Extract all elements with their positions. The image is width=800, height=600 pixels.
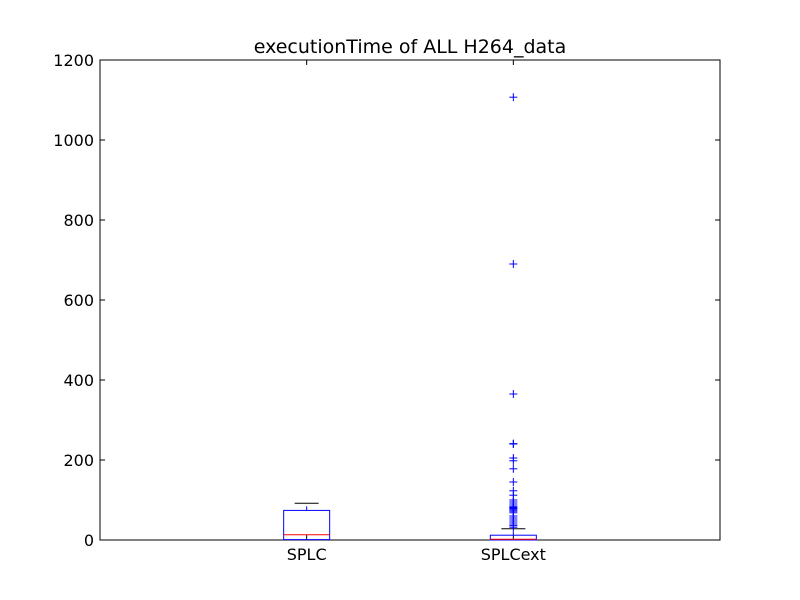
y-tick-label: 0 [84,531,94,550]
flier-point [509,478,518,486]
x-tick-label: SPLC [287,545,327,564]
iqr-box [489,534,537,541]
y-tick-label: 400 [63,371,94,390]
y-tick-label: 1000 [53,131,94,150]
flier-point [509,440,518,448]
y-axis: 0 200 400 600 800 1000 1200 [53,51,720,550]
plot-frame [99,59,721,541]
flier-point [509,464,518,473]
y-tick-label: 800 [63,211,94,230]
chart-title: executionTime of ALL H264_data [254,36,567,58]
box-splc [283,502,331,541]
box-splcext [489,93,537,541]
y-tick-label: 200 [63,451,94,470]
flier-point [509,260,518,268]
flier-point [509,523,518,532]
flier-point [509,456,518,465]
flier-point [509,390,518,398]
y-tick-label: 1200 [53,51,94,70]
flier-point [509,93,518,102]
x-axis: SPLC SPLCext [287,60,546,564]
y-tick-label: 600 [63,291,94,310]
iqr-box [283,509,331,541]
x-tick-label: SPLCext [481,545,546,564]
box-series [283,93,537,541]
